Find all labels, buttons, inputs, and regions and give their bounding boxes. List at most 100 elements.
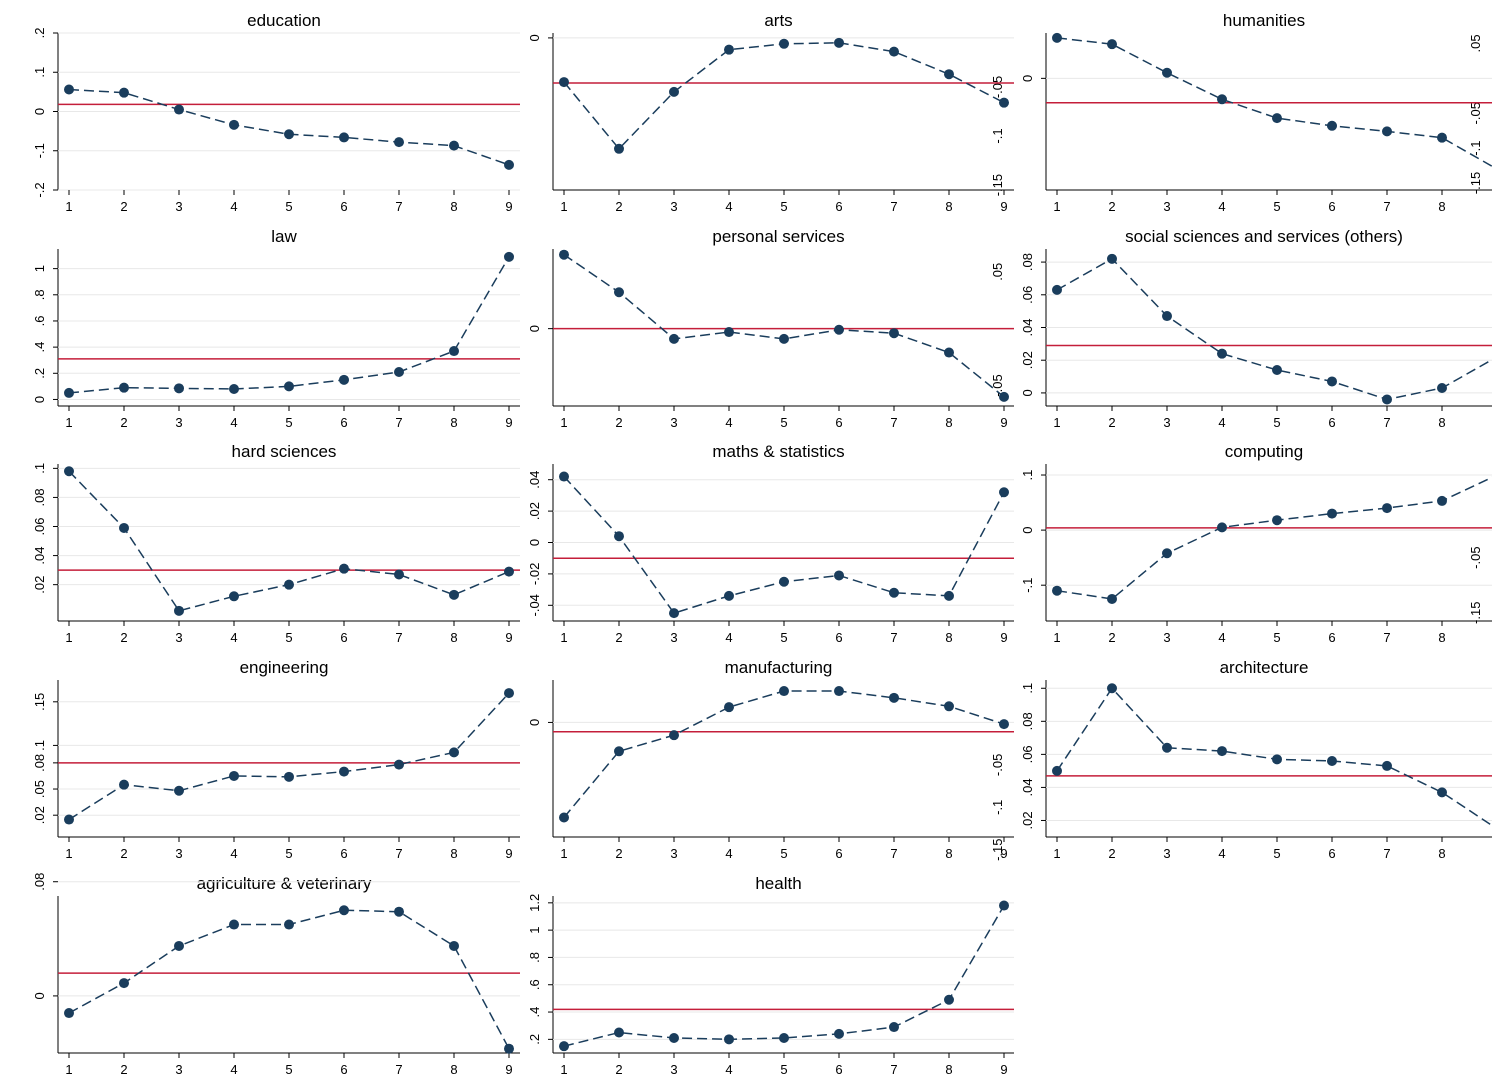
x-tick-label: 6: [340, 630, 347, 645]
data-point: [449, 747, 459, 758]
x-tick-label: 7: [1383, 415, 1390, 430]
data-point: [559, 812, 569, 823]
y-tick-label: .2: [32, 368, 47, 379]
data-point: [559, 77, 569, 88]
x-tick-label: 8: [450, 630, 457, 645]
data-point: [449, 140, 459, 151]
y-tick-label: 1.2: [527, 894, 542, 912]
x-tick-label: 2: [615, 630, 622, 645]
x-tick-label: 8: [945, 846, 952, 861]
y-tick-label: -.02: [527, 563, 542, 585]
panel-12: agriculture & veterinary 0 .08 1 2 3 4 5 6 7 8 9: [32, 873, 520, 1077]
x-tick-label: 4: [230, 1062, 237, 1077]
x-tick-label: 8: [450, 415, 457, 430]
data-point: [669, 86, 679, 97]
x-tick-label: 4: [725, 846, 732, 861]
data-point: [1217, 522, 1227, 533]
data-point: [119, 382, 129, 393]
data-point: [174, 605, 184, 616]
y-tick-label: .08: [32, 754, 47, 772]
data-point: [174, 785, 184, 796]
data-point: [449, 940, 459, 951]
data-point: [1437, 383, 1447, 394]
panel-title: computing: [1225, 442, 1303, 461]
x-tick-label: 1: [1053, 630, 1060, 645]
x-tick-label: 7: [1383, 630, 1390, 645]
y-tick-label: .1: [32, 740, 47, 751]
x-tick-label: 4: [230, 415, 237, 430]
y-tick-label: .08: [32, 873, 47, 891]
y-tick-label: .02: [1020, 811, 1035, 829]
x-tick-label: 9: [1000, 630, 1007, 645]
x-tick-label: 4: [725, 1062, 732, 1077]
data-point: [394, 569, 404, 580]
data-point: [1327, 376, 1337, 387]
data-point: [724, 1034, 734, 1045]
data-point: [1437, 787, 1447, 798]
y-tick-label: .02: [527, 502, 542, 520]
y-tick-label-overlap: -.1: [990, 128, 1005, 143]
x-tick-label: 3: [670, 1062, 677, 1077]
data-point: [504, 251, 514, 262]
data-point: [504, 688, 514, 699]
x-tick-label: 4: [1218, 630, 1225, 645]
y-tick-label: 0: [527, 539, 542, 546]
y-tick-label: 1: [527, 927, 542, 934]
data-point: [1327, 755, 1337, 766]
x-tick-label: 3: [1163, 630, 1170, 645]
series-line: [1056, 476, 1492, 600]
data-point: [614, 746, 624, 757]
x-tick-label: 1: [65, 630, 72, 645]
x-tick-label: 1: [560, 846, 567, 861]
data-point: [504, 1043, 514, 1054]
data-point: [174, 104, 184, 115]
series-line: [68, 909, 510, 1050]
data-point: [834, 324, 844, 335]
data-point: [779, 38, 789, 49]
x-tick-label: 1: [65, 415, 72, 430]
data-point: [724, 590, 734, 601]
x-tick-label: 6: [340, 1062, 347, 1077]
x-tick-label: 9: [1000, 199, 1007, 214]
data-point: [174, 383, 184, 394]
y-tick-label: .06: [1020, 286, 1035, 304]
data-point: [284, 771, 294, 782]
x-tick-label: 4: [1218, 846, 1225, 861]
x-tick-label: 4: [725, 199, 732, 214]
y-tick-label-overlap: -.05: [990, 754, 1005, 776]
panel-title: social sciences and services (others): [1125, 227, 1403, 246]
x-tick-label: 4: [230, 199, 237, 214]
panel-9: engineering .02 .05 .08 .1 .15 1 2 3 4 5 6 7 8 9: [32, 658, 520, 861]
y-tick-label: 0: [1020, 389, 1035, 396]
panel-title: education: [247, 11, 321, 30]
y-tick-label: .6: [527, 979, 542, 990]
x-tick-label: 7: [395, 1062, 402, 1077]
x-tick-label: 3: [670, 846, 677, 861]
x-tick-label: 2: [615, 846, 622, 861]
x-tick-label: 9: [505, 1062, 512, 1077]
x-tick-label: 3: [175, 846, 182, 861]
panel-4: personal services 0 .05 -.05 1 2 3 4 5 6 7 8 9: [527, 227, 1014, 430]
x-tick-label: 2: [615, 199, 622, 214]
x-tick-label: 5: [780, 846, 787, 861]
x-tick-label: 5: [780, 199, 787, 214]
data-point: [779, 576, 789, 587]
y-tick-label: .04: [527, 471, 542, 489]
data-point: [779, 686, 789, 697]
y-tick-label: -.1: [1020, 578, 1035, 593]
y-tick-label: .1: [1020, 683, 1035, 694]
data-point: [284, 919, 294, 930]
y-tick-label: .8: [527, 952, 542, 963]
series-line: [563, 690, 1005, 818]
series-line: [1056, 37, 1492, 168]
x-tick-label: 6: [340, 199, 347, 214]
y-tick-label: 0: [1020, 526, 1035, 533]
panel-title: humanities: [1223, 11, 1305, 30]
data-point: [944, 590, 954, 601]
y-tick-label: .06: [1020, 745, 1035, 763]
x-tick-label: 4: [1218, 415, 1225, 430]
y-tick-label: 0: [527, 34, 542, 41]
x-tick-label: 3: [1163, 415, 1170, 430]
panel-title: engineering: [240, 658, 329, 677]
data-point: [999, 487, 1009, 498]
